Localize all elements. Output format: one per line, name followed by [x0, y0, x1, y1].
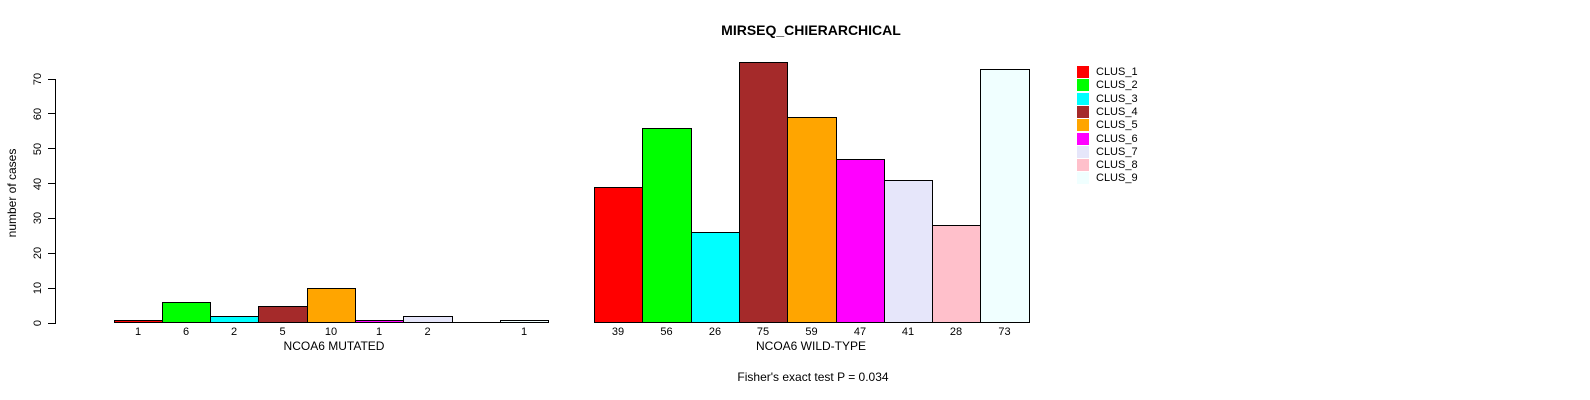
- legend-label-clus_8: CLUS_8: [1096, 159, 1138, 172]
- bar-clus_9: [500, 320, 549, 323]
- bar-clus_4: [258, 306, 308, 323]
- y-tick-label: 40: [32, 177, 44, 190]
- legend-swatch-clus_8: [1077, 159, 1089, 172]
- bar-clus_3: [691, 232, 740, 323]
- bar-clus_2: [162, 302, 211, 323]
- bar-value-label: 47: [853, 326, 867, 338]
- bar-value-label: 39: [611, 326, 625, 338]
- bar-clus_7: [403, 316, 453, 323]
- y-tick-label: 30: [32, 212, 44, 225]
- legend-label-clus_5: CLUS_5: [1096, 119, 1138, 132]
- y-axis-title: number of cases: [5, 148, 19, 238]
- legend-label-clus_7: CLUS_7: [1096, 145, 1138, 158]
- bar-value-label: 1: [375, 326, 383, 338]
- y-tick-mark: [48, 78, 55, 80]
- legend-label-clus_2: CLUS_2: [1096, 79, 1138, 92]
- bar-clus_2: [642, 128, 692, 323]
- legend-swatch-clus_3: [1077, 92, 1089, 105]
- bar-value-label: 75: [756, 326, 770, 338]
- bar-value-label: 2: [424, 326, 431, 338]
- bar-clus_9: [980, 69, 1030, 323]
- y-tick-mark: [48, 113, 55, 115]
- bar-value-label: 2: [230, 326, 238, 338]
- bar-value-label: 1: [134, 326, 142, 338]
- y-tick-label: 60: [32, 107, 44, 120]
- y-tick-label: 50: [32, 142, 44, 155]
- bar-clus_4: [739, 62, 788, 323]
- bar-value-label: 59: [805, 326, 818, 338]
- y-tick-mark: [48, 217, 55, 219]
- x-axis-label-wildtype: NCOA6 WILD-TYPE: [755, 339, 867, 353]
- bar-clus_6: [836, 159, 885, 323]
- bar-value-label: 5: [279, 326, 286, 338]
- bar-clus_8: [452, 322, 501, 323]
- bar-clus_8: [932, 225, 981, 323]
- legend-swatch-clus_9: [1077, 172, 1089, 185]
- bar-value-label: 41: [901, 326, 915, 338]
- x-axis-label-mutated: NCOA6 MUTATED: [283, 339, 385, 353]
- legend-label-clus_3: CLUS_3: [1096, 92, 1138, 105]
- fisher-test-annotation: Fisher's exact test P = 0.034: [737, 370, 889, 384]
- y-tick-mark: [48, 322, 55, 324]
- legend-swatch-clus_5: [1077, 119, 1089, 132]
- bar-value-label: 56: [660, 326, 673, 338]
- legend-label-clus_9: CLUS_9: [1096, 172, 1138, 185]
- legend-swatch-clus_4: [1077, 105, 1089, 118]
- y-tick-mark: [48, 148, 55, 150]
- legend-label-clus_6: CLUS_6: [1096, 132, 1138, 145]
- legend-swatch-clus_2: [1077, 79, 1089, 92]
- y-axis-line: [55, 79, 56, 324]
- bar-value-label: 10: [324, 326, 338, 338]
- bar-clus_3: [210, 316, 259, 323]
- y-tick-label: 70: [32, 72, 44, 86]
- legend-label-clus_1: CLUS_1: [1096, 66, 1138, 78]
- legend-label-clus_4: CLUS_4: [1096, 105, 1138, 118]
- bar-clus_1: [114, 320, 163, 323]
- bar-clus_6: [355, 320, 404, 323]
- y-tick-mark: [48, 287, 55, 289]
- bar-value-label: 1: [520, 326, 528, 338]
- bar-clus_7: [884, 180, 933, 323]
- bar-clus_5: [307, 288, 356, 323]
- legend-swatch-clus_1: [1077, 66, 1089, 78]
- y-tick-mark: [48, 183, 55, 185]
- y-tick-mark: [48, 252, 55, 254]
- bar-value-label: 73: [998, 326, 1011, 338]
- bar-clus_5: [787, 117, 837, 323]
- chart-title: MIRSEQ_CHIERARCHICAL: [721, 22, 901, 38]
- y-tick-label: 0: [32, 319, 44, 327]
- bar-value-label: 26: [708, 326, 722, 338]
- bar-clus_1: [594, 187, 643, 323]
- legend-swatch-clus_7: [1077, 145, 1089, 158]
- bar-value-label: 6: [182, 326, 190, 338]
- y-tick-label: 20: [32, 247, 44, 260]
- legend-swatch-clus_6: [1077, 132, 1089, 145]
- bar-value-label: 28: [949, 326, 963, 338]
- y-tick-label: 10: [32, 282, 44, 295]
